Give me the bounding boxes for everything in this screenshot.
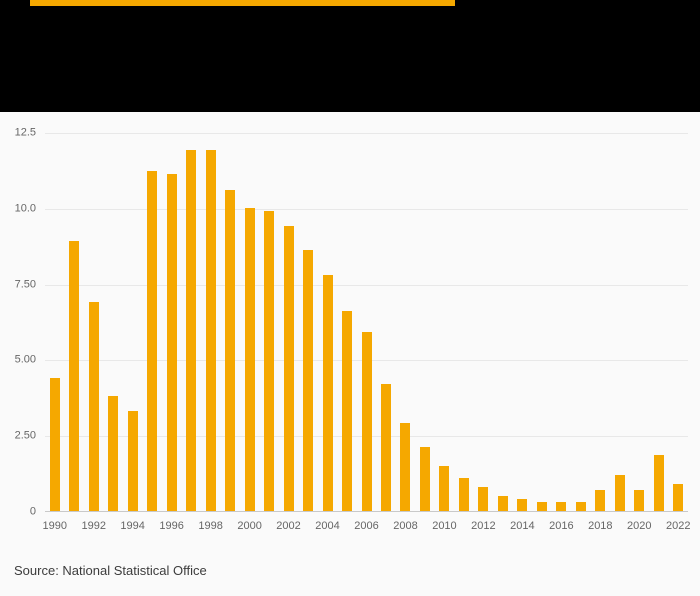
- y-axis-label: 0: [29, 505, 36, 518]
- bar-1999: [225, 189, 236, 511]
- gridline: [45, 284, 688, 286]
- y-axis-label: 5.00: [14, 353, 36, 366]
- y-axis-label: 7.50: [14, 278, 36, 291]
- x-axis-label: 2000: [237, 520, 262, 532]
- plot-area: 0 2.50 5.00 7.50 10.0 12.5 1990 1992 1994 1996 199…: [15, 127, 691, 532]
- bar-1998: [205, 150, 216, 511]
- x-axis-label: 1996: [159, 520, 184, 532]
- bar-2011: [458, 477, 469, 511]
- bar-2014: [517, 498, 528, 511]
- bar-2008: [400, 423, 411, 511]
- bar-2009: [419, 447, 430, 511]
- y-axis-label: 2.50: [14, 429, 36, 442]
- bar-2017: [575, 501, 586, 511]
- bar-2005: [342, 310, 352, 511]
- x-axis-label: 1994: [120, 520, 145, 532]
- bar-2019: [614, 474, 625, 511]
- bar-1997: [186, 150, 197, 511]
- bar-2015: [536, 501, 547, 511]
- bar-2021: [653, 454, 664, 511]
- bar-2000: [244, 207, 255, 511]
- x-axis-label: 1998: [198, 520, 223, 532]
- bar-1992: [88, 301, 99, 511]
- x-axis-label: 2014: [510, 520, 535, 532]
- bar-2022: [673, 483, 684, 511]
- x-axis-label: 2008: [393, 520, 418, 532]
- bar-2016: [556, 501, 567, 511]
- x-axis-label: 2006: [354, 520, 379, 532]
- header-accent-bar: [30, 0, 455, 6]
- bar-1994: [127, 410, 138, 511]
- bar-2013: [497, 495, 508, 511]
- gridline: [45, 133, 688, 134]
- x-axis-label: 2016: [549, 520, 574, 532]
- source-text: Source: National Statistical Office: [14, 563, 207, 578]
- x-axis-label: 2002: [276, 520, 301, 532]
- x-axis-label: 2012: [471, 520, 496, 532]
- x-axis-label: 2020: [627, 520, 652, 532]
- x-axis-label: 2018: [588, 520, 613, 532]
- x-axis-label: 2004: [315, 520, 340, 532]
- bar-1996: [166, 174, 177, 511]
- bar-2002: [283, 226, 294, 511]
- bar-chart: 0 2.50 5.00 7.50 10.0 12.5 1990 1992 1994 1996 199…: [0, 112, 700, 552]
- gridline: [45, 208, 688, 210]
- bar-2010: [439, 465, 450, 511]
- bar-2003: [303, 250, 314, 511]
- x-axis-line: [45, 511, 688, 512]
- bar-1993: [108, 395, 119, 511]
- bar-2018: [595, 489, 606, 511]
- bar-2006: [361, 332, 372, 511]
- header-banner: [0, 0, 700, 112]
- bar-2004: [322, 274, 333, 511]
- bar-1990: [49, 377, 60, 511]
- bar-2007: [380, 383, 391, 511]
- x-axis-label: 1990: [42, 520, 67, 532]
- x-axis-label: 2010: [432, 520, 457, 532]
- bar-2001: [264, 210, 275, 511]
- x-axis-label: 2022: [666, 520, 691, 532]
- bar-2020: [634, 489, 645, 511]
- x-axis-label: 1992: [81, 520, 106, 532]
- bar-2012: [478, 486, 489, 511]
- y-axis-label: 10.0: [14, 202, 36, 215]
- y-axis-label: 12.5: [14, 126, 36, 139]
- bar-1995: [147, 171, 158, 511]
- bar-1991: [69, 241, 80, 511]
